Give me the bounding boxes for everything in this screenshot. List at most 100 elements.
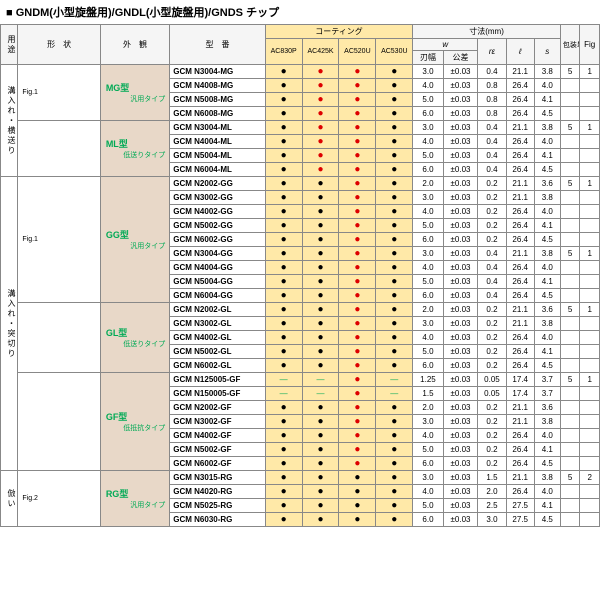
coat-cell: ● [376,191,413,205]
dim-cell: ±0.03 [443,401,478,415]
coat-cell: ● [302,415,339,429]
model-cell: GCM N150005-GF [170,387,265,401]
coat-cell: ● [265,219,302,233]
fig-cell [580,331,600,345]
coat-cell: ● [376,107,413,121]
dim-cell: 4.5 [534,513,560,527]
pack-cell [560,135,580,149]
model-cell: GCM N5002-GL [170,345,265,359]
coat-cell: ● [376,79,413,93]
fig-cell [580,401,600,415]
coat-cell: ● [339,93,376,107]
dim-cell: 4.0 [534,205,560,219]
model-cell: GCM N6002-GF [170,457,265,471]
coat-cell: ● [265,359,302,373]
fig-cell [580,317,600,331]
coat-cell: ● [376,261,413,275]
dim-cell: 26.4 [506,289,534,303]
model-cell: GCM N3002-GF [170,415,265,429]
coat-cell: ● [265,191,302,205]
coat-cell: ● [339,429,376,443]
coat-cell: ● [339,499,376,513]
coat-cell: ● [339,387,376,401]
dim-cell: 21.1 [506,401,534,415]
fig-cell [580,261,600,275]
coat-cell: ● [376,429,413,443]
fig-cell [580,387,600,401]
dim-cell: 0.2 [478,429,506,443]
coat-cell: ● [302,93,339,107]
dim-cell: 3.7 [534,387,560,401]
model-cell: GCM N125005-GF [170,373,265,387]
col-fig: Fig [580,25,600,65]
dim-cell: 5.0 [413,345,443,359]
dim-cell: 6.0 [413,107,443,121]
dim-cell: 3.8 [534,317,560,331]
model-cell: GCM N5004-ML [170,149,265,163]
fig-cell [580,107,600,121]
dim-cell: 3.0 [413,317,443,331]
pack-cell [560,205,580,219]
dim-cell: ±0.03 [443,443,478,457]
pack-cell [560,93,580,107]
coat-cell: ● [302,233,339,247]
col-pack: 包装単位 [560,25,580,65]
coat-cell: — [376,387,413,401]
dim-cell: 5.0 [413,499,443,513]
coat-cell: ● [265,303,302,317]
dim-cell: 3.8 [534,191,560,205]
coat-cell: ● [265,121,302,135]
coat-cell: ● [302,359,339,373]
coat-cell: — [265,373,302,387]
coat-cell: ● [302,163,339,177]
col-use: 用途 [1,25,18,65]
dim-cell: 4.5 [534,107,560,121]
coat-cell: — [302,373,339,387]
dim-cell: 0.2 [478,303,506,317]
dim-cell: 21.1 [506,191,534,205]
dim-cell: 1.5 [413,387,443,401]
dim-cell: 2.0 [478,485,506,499]
model-cell: GCM N5002-GG [170,219,265,233]
pack-cell [560,443,580,457]
pack-cell [560,317,580,331]
pack-cell: 5 [560,303,580,317]
model-cell: GCM N2002-GF [170,401,265,415]
appearance-img: RG型汎用タイプ [100,471,169,527]
pack-cell [560,331,580,345]
fig-cell [580,457,600,471]
dim-cell: 5.0 [413,149,443,163]
coat-cell: ● [302,303,339,317]
fig-cell [580,345,600,359]
coat-cell: ● [339,415,376,429]
dim-cell: 26.4 [506,429,534,443]
dim-cell: 26.4 [506,233,534,247]
dim-cell: 5.0 [413,275,443,289]
model-cell: GCM N3004-ML [170,121,265,135]
coat-cell: ● [265,65,302,79]
dim-cell: ±0.03 [443,261,478,275]
dim-cell: 0.2 [478,345,506,359]
shape-cell [18,373,100,471]
dim-cell: 4.1 [534,149,560,163]
dim-cell: 21.1 [506,471,534,485]
coat-cell: ● [376,93,413,107]
coat-cell: ● [302,219,339,233]
pack-cell [560,401,580,415]
pack-cell [560,107,580,121]
dim-cell: 17.4 [506,387,534,401]
model-cell: GCM N4004-GG [170,261,265,275]
dim-tol: 公差 [443,51,478,65]
dim-cell: 26.4 [506,219,534,233]
model-cell: GCM N6008-MG [170,107,265,121]
dim-cell: 3.8 [534,65,560,79]
dim-cell: 0.2 [478,191,506,205]
dim-cell: 4.0 [534,331,560,345]
dim-cell: 3.0 [413,121,443,135]
coat-cell: ● [302,149,339,163]
coat-cell: ● [339,359,376,373]
coat-cell: ● [376,247,413,261]
appearance-img: GL型低送りタイプ [100,303,169,373]
dim-cell: 3.0 [413,65,443,79]
dim-w: w [413,39,478,51]
